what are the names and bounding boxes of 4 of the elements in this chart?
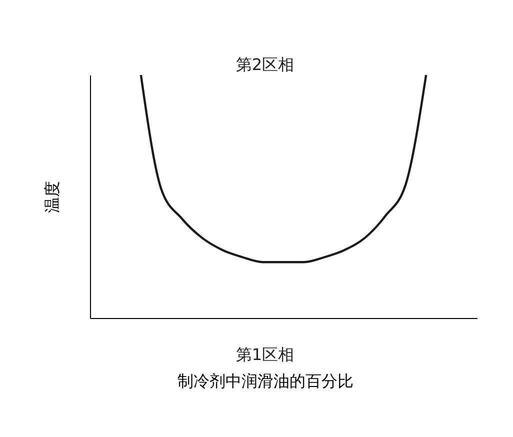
text: 第1区相 <box>236 345 294 364</box>
y-axis-title: 温度 <box>42 181 62 213</box>
x-axis-title: 制冷剂中润滑油的百分比 <box>178 372 354 390</box>
text: 第2区相 <box>236 55 294 74</box>
